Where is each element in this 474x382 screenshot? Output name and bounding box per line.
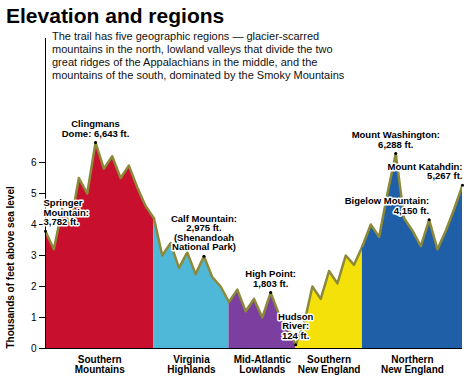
svg-text:Calf Mountain:2,975 ft.(Shenan: Calf Mountain:2,975 ft.(ShenandoahNation… — [171, 213, 237, 253]
svg-text:Mid-AtlanticLowlands: Mid-AtlanticLowlands — [234, 354, 292, 375]
svg-text:Mount Washington:6,288 ft.: Mount Washington:6,288 ft. — [352, 129, 440, 150]
svg-text:4: 4 — [31, 219, 37, 230]
html-text:The trail has five geographic: The trail has five geographic regions — … — [52, 30, 345, 81]
svg-text:High Point:1,803 ft.: High Point:1,803 ft. — [245, 268, 296, 289]
svg-text:ClingmansDome: 6,643 ft.: ClingmansDome: 6,643 ft. — [62, 118, 130, 139]
svg-text:NorthernNew England: NorthernNew England — [381, 354, 444, 375]
svg-text:Bigelow Mountain:4,150 ft.: Bigelow Mountain:4,150 ft. — [345, 195, 429, 216]
svg-text:2: 2 — [31, 281, 37, 292]
svg-text:HudsonRiver:124 ft.: HudsonRiver:124 ft. — [278, 311, 314, 341]
svg-text:6: 6 — [31, 157, 37, 168]
svg-text:SpringerMountain:3,782 ft.: SpringerMountain:3,782 ft. — [44, 197, 89, 227]
svg-text:VirginiaHighlands: VirginiaHighlands — [167, 354, 216, 375]
svg-text:Thousands of feet above sea le: Thousands of feet above sea level — [5, 186, 16, 348]
svg-text:Mount Katahdin:5,267 ft.: Mount Katahdin:5,267 ft. — [388, 161, 463, 182]
svg-text:3: 3 — [31, 250, 37, 261]
html-text:Elevation and regions: Elevation and regions — [6, 4, 225, 27]
svg-text:5: 5 — [31, 188, 37, 199]
svg-text:0: 0 — [31, 343, 37, 354]
svg-text:1: 1 — [31, 312, 37, 323]
svg-text:SouthernMountains: SouthernMountains — [75, 354, 125, 375]
svg-text:SouthernNew England: SouthernNew England — [298, 354, 361, 375]
